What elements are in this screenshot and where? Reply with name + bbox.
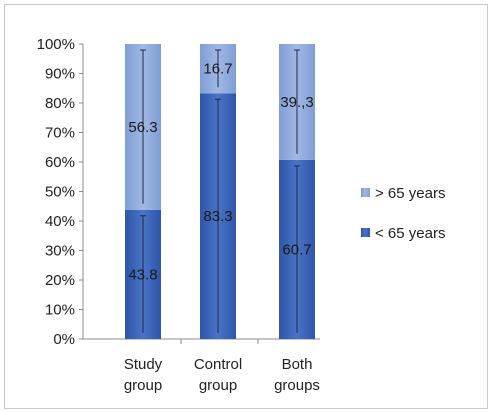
- category-label: groups: [274, 377, 320, 394]
- data-label: 56.3: [128, 119, 157, 136]
- legend-label: > 65 years: [375, 185, 445, 202]
- data-label: 83.3: [203, 208, 232, 225]
- legend-label: < 65 years: [375, 225, 445, 242]
- category-label: Study: [124, 356, 163, 373]
- chart-frame: [4, 4, 488, 409]
- y-tick-label: 80%: [45, 95, 75, 112]
- category-label: Control: [194, 356, 242, 373]
- y-tick-label: 30%: [45, 243, 75, 260]
- data-label: 16.7: [203, 61, 232, 78]
- category-label: group: [199, 377, 237, 394]
- y-tick-label: 20%: [45, 272, 75, 289]
- y-tick-label: 70%: [45, 125, 75, 142]
- legend-swatch: [361, 188, 370, 197]
- y-tick-label: 10%: [45, 302, 75, 319]
- data-label: 39.,3: [280, 94, 313, 111]
- y-tick-label: 40%: [45, 213, 75, 230]
- y-tick-label: 100%: [37, 36, 75, 53]
- y-tick-label: 0%: [53, 331, 75, 348]
- data-label: 43.8: [128, 266, 157, 283]
- y-tick-label: 60%: [45, 154, 75, 171]
- data-label: 60.7: [282, 241, 311, 258]
- y-tick-label: 50%: [45, 184, 75, 201]
- category-label: Both: [282, 356, 313, 373]
- category-label: group: [124, 377, 162, 394]
- legend-swatch: [361, 228, 370, 237]
- y-tick-label: 90%: [45, 66, 75, 83]
